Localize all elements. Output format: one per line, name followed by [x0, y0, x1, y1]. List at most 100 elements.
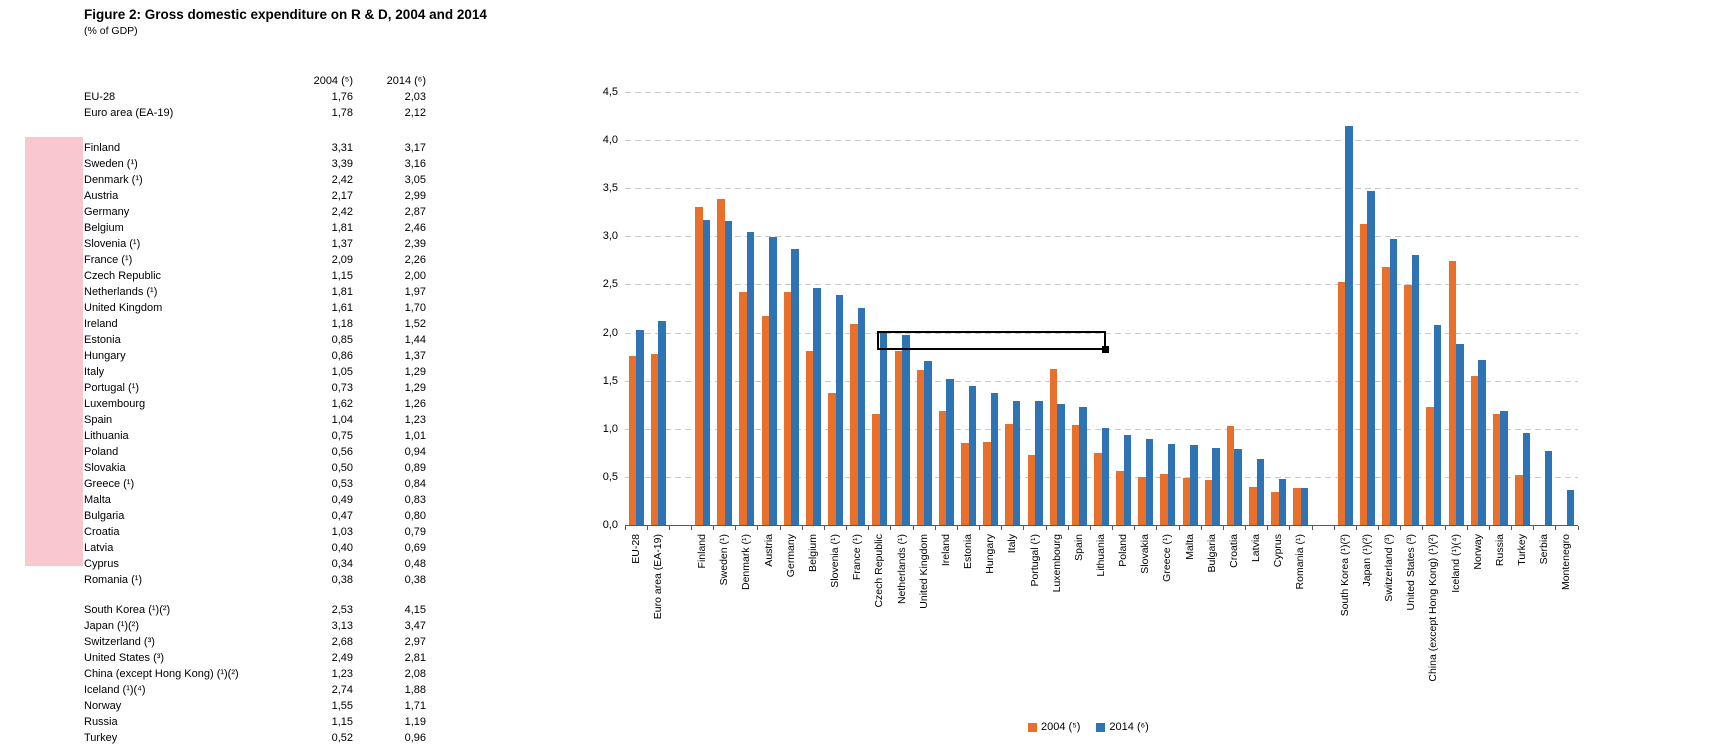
bar-2004 — [828, 393, 836, 525]
table-row: United States (³) 2,49 2,81 — [84, 650, 426, 666]
value-2004: 2,09 — [331, 254, 353, 266]
country-name: Portugal (¹) — [84, 382, 140, 394]
country-name: Iceland (¹)(⁴) — [84, 684, 146, 696]
annotation-rectangle[interactable] — [877, 331, 1109, 353]
table-row: Germany 2,42 2,87 — [84, 204, 426, 220]
x-axis-label: Norway — [1471, 534, 1484, 570]
value-2004: 1,78 — [331, 107, 353, 119]
country-name: Croatia — [84, 526, 120, 538]
x-axis-label: Romania (¹) — [1294, 534, 1307, 590]
x-axis-label: Slovenia (¹) — [829, 534, 842, 588]
bar-2014 — [879, 332, 888, 525]
table-row: Luxembourg 1,62 1,26 — [84, 396, 426, 412]
bar-2014 — [1522, 432, 1531, 525]
bar-2014 — [636, 329, 644, 525]
country-name: EU-28 — [84, 91, 116, 103]
table-header-row: 2004 (⁵) 2014 (⁶) — [84, 73, 426, 89]
x-axis-tick — [1577, 526, 1579, 530]
country-name: Slovakia — [84, 462, 126, 474]
gridline — [625, 188, 1578, 190]
table-row: Netherlands (¹) 1,81 1,97 — [84, 284, 426, 300]
table-header-2014: 2014 (⁶) — [386, 75, 426, 87]
country-name: Lithuania — [84, 430, 129, 442]
table-row: Turkey 0,52 0,96 — [84, 730, 426, 746]
value-2014: 1,26 — [404, 398, 426, 410]
table-row: Cyprus 0,34 0,48 — [84, 556, 426, 572]
x-axis-label: Sweden (¹) — [718, 534, 731, 586]
value-2014: 0,89 — [404, 462, 426, 474]
x-axis-label: Finland — [696, 534, 709, 569]
bar-2014 — [1123, 434, 1132, 525]
value-2014: 0,48 — [404, 558, 426, 570]
x-axis-tick — [1555, 526, 1557, 530]
bar-2004 — [761, 316, 770, 525]
value-2004: 2,74 — [331, 684, 353, 696]
bar-2004 — [717, 198, 725, 525]
x-axis-label: Ireland — [939, 534, 952, 567]
bar-2004 — [1426, 406, 1434, 525]
bar-2014 — [1212, 448, 1220, 525]
gridline — [625, 92, 1578, 93]
x-axis-tick — [1089, 526, 1091, 530]
x-axis-label: Germany — [784, 534, 797, 578]
y-axis-label: 2,5 — [602, 278, 618, 291]
table-row: Ireland 1,18 1,52 — [84, 316, 426, 332]
value-2014: 4,15 — [404, 604, 426, 616]
x-axis-label: Denmark (¹) — [740, 534, 753, 591]
country-name: United Kingdom — [84, 302, 163, 314]
value-2014: 3,17 — [404, 142, 426, 154]
country-name: Norway — [84, 700, 122, 712]
bar-2014 — [724, 220, 733, 525]
x-axis-tick — [646, 526, 648, 530]
country-name: Luxembourg — [84, 398, 146, 410]
x-axis-tick — [1156, 526, 1158, 530]
country-name: Ireland — [84, 318, 118, 330]
bar-2004 — [1382, 267, 1390, 525]
country-name: United States (³) — [84, 652, 165, 664]
value-2014: 1,71 — [404, 700, 426, 712]
bar-2004 — [783, 292, 792, 525]
x-axis-label: South Korea (¹)(²) — [1338, 534, 1351, 617]
x-axis-label: China (except Hong Kong) (¹)(²) — [1427, 534, 1440, 682]
x-axis-tick — [1333, 526, 1335, 530]
table-row: Switzerland (³) 2,68 2,97 — [84, 634, 426, 650]
x-axis-tick — [868, 526, 870, 530]
table-row: Denmark (¹) 2,42 3,05 — [84, 172, 426, 188]
value-2014: 1,23 — [404, 414, 426, 426]
figure-subtitle: (% of GDP) — [84, 25, 138, 37]
x-axis-label: Czech Republic — [873, 534, 886, 608]
table-header-2004: 2004 (⁵) — [313, 75, 353, 87]
x-axis-label: Cyprus — [1272, 534, 1285, 568]
x-axis-label: France (¹) — [851, 534, 864, 581]
table-row: Finland 3,31 3,17 — [84, 140, 426, 156]
value-2004: 0,52 — [331, 732, 353, 744]
bar-2004 — [983, 442, 991, 525]
y-axis-label: 3,5 — [602, 182, 618, 195]
table-row: Norway 1,55 1,71 — [84, 698, 426, 714]
table-row: United Kingdom 1,61 1,70 — [84, 300, 426, 316]
value-2004: 2,42 — [331, 206, 353, 218]
bar-2004 — [1049, 369, 1058, 525]
value-2004: 1,23 — [331, 668, 353, 680]
value-2004: 2,68 — [331, 636, 353, 648]
annotation-resize-handle[interactable] — [1102, 346, 1109, 353]
x-axis-label: Croatia — [1227, 534, 1240, 568]
table-row: France (¹) 2,09 2,26 — [84, 252, 426, 268]
country-name: Estonia — [84, 334, 121, 346]
x-axis-label: Luxembourg — [1050, 534, 1063, 593]
country-name: Cyprus — [84, 558, 119, 570]
table-row: EU-28 1,76 2,03 — [84, 89, 426, 105]
bar-2004 — [1226, 425, 1235, 525]
country-name: Switzerland (³) — [84, 636, 155, 648]
value-2014: 1,52 — [404, 318, 426, 330]
country-name: Sweden (¹) — [84, 158, 138, 170]
country-name: Romania (¹) — [84, 574, 143, 586]
value-2014: 2,08 — [404, 668, 426, 680]
country-name: Austria — [84, 190, 119, 202]
table-row: Italy 1,05 1,29 — [84, 364, 426, 380]
bar-2004 — [1249, 486, 1257, 525]
value-2014: 2,87 — [404, 206, 426, 218]
bar-2014 — [1101, 427, 1109, 525]
table-group-eu-members: Finland 3,31 3,17 Sweden (¹) 3,39 3,16 Denmark… — [84, 140, 426, 588]
chart-legend: 2004 (⁵) 2014 (⁶) — [1028, 721, 1149, 733]
